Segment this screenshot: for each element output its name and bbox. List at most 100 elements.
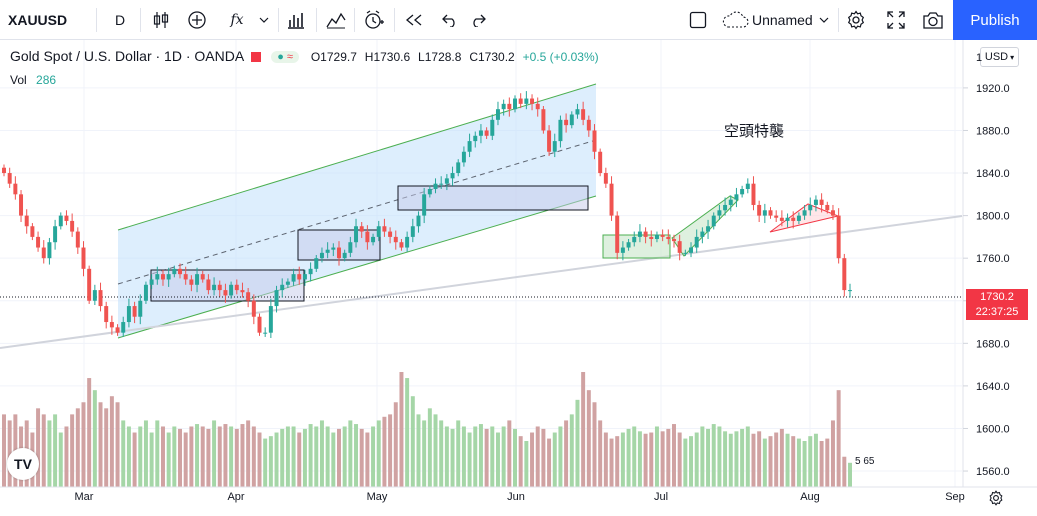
candle-body (115, 327, 120, 333)
redo-icon[interactable] (464, 6, 492, 34)
fx-icon[interactable]: fx (230, 12, 244, 28)
volume-bar (842, 456, 847, 487)
chevron-down-icon[interactable] (256, 6, 272, 34)
toolbar-divider (394, 8, 395, 32)
compare-icon[interactable] (322, 6, 350, 34)
candle-body (132, 306, 137, 317)
publish-button[interactable]: Publish (953, 0, 1037, 40)
gear-icon[interactable] (988, 490, 1004, 511)
candle-body (399, 242, 404, 248)
time-tick-label: Mar (75, 491, 94, 503)
candle-body (308, 268, 313, 275)
price-tick-label: 1920.0 (976, 83, 1010, 95)
volume-bar (501, 426, 506, 487)
alert-icon[interactable] (360, 6, 388, 34)
candle-body (439, 183, 444, 185)
volume-bar (490, 426, 495, 487)
volume-bar (337, 428, 341, 487)
volume-bar (592, 402, 597, 487)
volume-bar (717, 426, 722, 487)
rising-wedge (671, 195, 739, 257)
volume-bar (444, 426, 449, 487)
candle-body (217, 284, 222, 291)
templates-icon[interactable] (283, 6, 309, 34)
candle-body (740, 189, 745, 195)
candle-body (416, 215, 421, 227)
chevron-down-icon[interactable] (816, 6, 832, 34)
volume-bar (416, 414, 421, 487)
camera-icon[interactable] (918, 6, 948, 34)
volume-bar (535, 426, 540, 487)
candle-body (257, 316, 262, 333)
candle-body (547, 130, 552, 152)
volume-bar (200, 426, 205, 487)
volume-bar (558, 426, 563, 487)
volume-bar (223, 424, 228, 487)
volume-bar (706, 428, 711, 487)
volume-bar (359, 428, 364, 487)
toolbar-divider (140, 8, 141, 32)
legend-open: O1729.7 (310, 50, 357, 64)
undo-icon[interactable] (436, 6, 464, 34)
chart-annotation[interactable]: 空頭特襲 (724, 123, 785, 140)
legend-title: Gold Spot / U.S. Dollar · 1D · OANDA (10, 48, 244, 64)
volume-bar (354, 424, 359, 487)
volume-bar (314, 426, 319, 487)
volume-bar (115, 402, 120, 487)
candle-body (70, 220, 75, 232)
chart-canvas[interactable]: Mar Apr May Jun Jul Aug Sep 1560.0 1600.0 1640.0… (0, 40, 1037, 516)
volume-bar (427, 408, 432, 487)
volume-bar (212, 420, 217, 487)
volume-bar (47, 420, 52, 487)
toolbar-divider (354, 8, 355, 32)
symbol-search-button[interactable]: XAUUSD (8, 12, 68, 28)
candle-style-icon[interactable] (148, 6, 174, 34)
volume-bar (274, 432, 279, 487)
candle-body (603, 173, 608, 184)
candle-body (297, 274, 302, 280)
last-price-tag: 1730.2 (966, 289, 1028, 305)
top-toolbar: XAUUSD D fx Unnamed (0, 0, 1037, 40)
cloud-icon[interactable] (720, 6, 750, 34)
candle-body (450, 173, 455, 179)
legend-high: H1730.6 (364, 50, 411, 64)
replay-icon[interactable] (400, 6, 428, 34)
candle-body (467, 141, 472, 152)
candle-body (490, 119, 495, 136)
candle-body (558, 119, 563, 142)
scroll-badge[interactable]: 5 65 (855, 456, 875, 467)
candle-body (728, 199, 733, 205)
layout-name-button[interactable]: Unnamed (752, 12, 813, 28)
candle-body (717, 210, 722, 216)
candle-body (723, 204, 728, 211)
gear-icon[interactable] (842, 6, 870, 34)
volume-label: Vol (10, 73, 27, 87)
interval-button[interactable]: D (114, 12, 126, 28)
volume-bar (149, 432, 154, 487)
volume-bar (762, 438, 767, 487)
tradingview-logo[interactable]: TV (7, 448, 39, 480)
time-tick-label: Apr (227, 491, 244, 503)
volume-bar (109, 396, 114, 487)
candle-body (240, 290, 245, 293)
toolbar-divider (278, 8, 279, 32)
fullscreen-icon[interactable] (882, 6, 910, 34)
indicators-icon[interactable] (184, 6, 210, 34)
volume-bar (285, 426, 290, 487)
volume-bar (308, 424, 313, 487)
multi-layout-icon[interactable] (684, 6, 712, 34)
volume-bar (405, 378, 410, 487)
market-status-badge[interactable]: ● ≈ (271, 51, 299, 64)
volume-bar (603, 432, 608, 487)
volume-bar (700, 426, 705, 487)
legend-change: +0.5 (+0.03%) (522, 50, 599, 64)
candle-body (285, 281, 290, 285)
candle-body (620, 247, 625, 253)
volume-bar (325, 426, 330, 487)
candle-body (223, 290, 228, 296)
volume-bar (41, 414, 46, 487)
candle-body (337, 247, 341, 259)
volume-bar (461, 426, 466, 487)
volume-bar (813, 433, 818, 487)
currency-selector[interactable]: USD ▾ (980, 47, 1019, 67)
